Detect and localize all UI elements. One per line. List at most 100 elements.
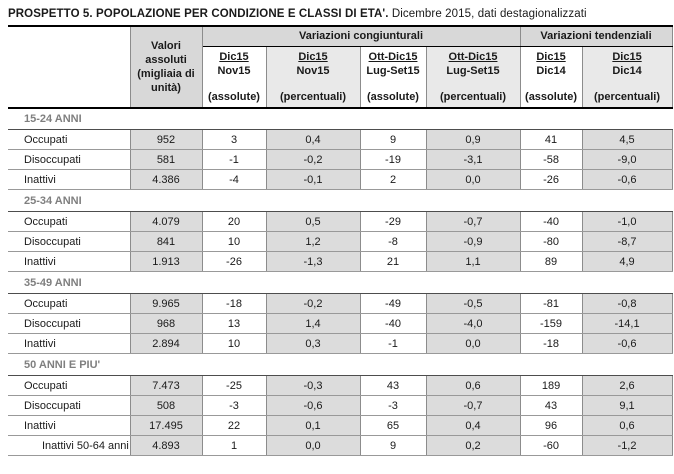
cell-value: 9,1: [582, 395, 673, 416]
table-row: Occupati 9.965 -18 -0,2 -49 -0,5 -81 -0,8: [8, 293, 673, 314]
cell-value: 0,2: [426, 435, 521, 456]
column-header-dic15-assolute: Dic15 Nov15 (assolute): [201, 46, 266, 109]
cell-value: 9: [360, 129, 427, 150]
cell-value: 89: [520, 251, 583, 272]
header-variazioni-tendenziali: Variazioni tendenziali: [519, 26, 673, 47]
table-row: Inattivi 4.386 -4 -0,1 2 0,0 -26 -0,6: [8, 169, 673, 190]
cell-value: -60: [520, 435, 583, 456]
cell-valori-assoluti: 508: [130, 395, 203, 416]
cell-value: -3: [202, 395, 267, 416]
section-header-row: 50 ANNI E PIU': [8, 353, 673, 376]
cell-value: -25: [202, 375, 267, 396]
table-row: Disoccupati 581 -1 -0,2 -19 -3,1 -58 -9,0: [8, 149, 673, 170]
cell-value: -0,2: [266, 149, 361, 170]
cell-value: 0,9: [426, 129, 521, 150]
column-header-dic15-percentuali: Dic15 Nov15 (percentuali): [265, 46, 360, 109]
cell-value: 1,2: [266, 231, 361, 252]
column-header-dic15-percentuali: Dic15 Dic14 (percentuali): [581, 46, 673, 109]
cell-valori-assoluti: 4.386: [130, 169, 203, 190]
period-numerator: Dic15: [612, 50, 642, 63]
section-header-row: 35-49 ANNI: [8, 271, 673, 294]
table-row: Occupati 952 3 0,4 9 0,9 41 4,5: [8, 129, 673, 150]
corner-cell: [8, 26, 131, 109]
cell-value: -8: [360, 231, 427, 252]
cell-value: -40: [360, 313, 427, 334]
cell-value: 43: [360, 375, 427, 396]
cell-value: -81: [520, 293, 583, 314]
row-label: Occupati: [8, 293, 131, 314]
header-variazioni-congiunturali: Variazioni congiunturali: [201, 26, 521, 47]
row-label: Disoccupati: [8, 231, 131, 252]
cell-valori-assoluti: 4.893: [130, 435, 203, 456]
row-label: Inattivi: [8, 169, 131, 190]
table-row: Inattivi 50-64 anni 4.893 1 0,0 9 0,2 -60 -1,2: [8, 435, 673, 456]
period-denominator: Dic14: [612, 64, 642, 77]
cell-value: 4,9: [582, 251, 673, 272]
column-header-dic15-assolute: Dic15 Dic14 (assolute): [519, 46, 583, 109]
title-main: PROSPETTO 5. POPOLAZIONE PER CONDIZIONE …: [8, 8, 389, 20]
section-header-label: 35-49 ANNI: [8, 271, 673, 294]
cell-value: -0,3: [266, 375, 361, 396]
table-header: Valori assoluti (migliaia di unità) Vari…: [8, 26, 673, 109]
valori-assoluti-header: Valori assoluti (migliaia di unità): [130, 26, 203, 109]
cell-value: 96: [520, 415, 583, 436]
cell-value: 65: [360, 415, 427, 436]
cell-value: -26: [520, 169, 583, 190]
document-page: PROSPETTO 5. POPOLAZIONE PER CONDIZIONE …: [8, 8, 673, 456]
row-label: Disoccupati: [8, 149, 131, 170]
cell-valori-assoluti: 7.473: [130, 375, 203, 396]
table-row: Disoccupati 508 -3 -0,6 -3 -0,7 43 9,1: [8, 395, 673, 416]
cell-value: 41: [520, 129, 583, 150]
table-body: 15-24 ANNI Occupati 952 3 0,4 9 0,9 41 4,5 Disocc…: [8, 107, 673, 456]
cell-valori-assoluti: 17.495: [130, 415, 203, 436]
cell-value: -0,6: [582, 169, 673, 190]
table-row: Occupati 7.473 -25 -0,3 43 0,6 189 2,6: [8, 375, 673, 396]
cell-value: -14,1: [582, 313, 673, 334]
table-row: Inattivi 17.495 22 0,1 65 0,4 96 0,6: [8, 415, 673, 436]
row-label: Occupati: [8, 129, 131, 150]
cell-valori-assoluti: 968: [130, 313, 203, 334]
cell-value: 1: [202, 435, 267, 456]
column-header-ott-dic15-percentuali: Ott-Dic15 Lug-Set15 (percentuali): [425, 46, 521, 109]
cell-value: -0,1: [266, 169, 361, 190]
cell-value: 9: [360, 435, 427, 456]
table-row: Disoccupati 968 13 1,4 -40 -4,0 -159 -14,1: [8, 313, 673, 334]
period-numerator: Ott-Dic15: [448, 50, 498, 63]
period-numerator: Dic15: [298, 50, 328, 63]
row-label: Occupati: [8, 211, 131, 232]
cell-value: -19: [360, 149, 427, 170]
cell-value: -0,7: [426, 395, 521, 416]
cell-value: -58: [520, 149, 583, 170]
section-header-row: 25-34 ANNI: [8, 189, 673, 212]
cell-value: -26: [202, 251, 267, 272]
cell-value: 0,0: [426, 169, 521, 190]
cell-value: -0,6: [266, 395, 361, 416]
cell-valori-assoluti: 952: [130, 129, 203, 150]
cell-value: 13: [202, 313, 267, 334]
header-group-row: Valori assoluti (migliaia di unità) Vari…: [8, 26, 673, 109]
unit-label: (assolute): [208, 90, 260, 103]
unit-label: (assolute): [367, 90, 419, 103]
cell-value: 2,6: [582, 375, 673, 396]
unit-label: (assolute): [525, 90, 577, 103]
period-denominator: Lug-Set15: [446, 64, 500, 77]
cell-value: 10: [202, 231, 267, 252]
cell-value: 0,6: [426, 375, 521, 396]
cell-value: -3,1: [426, 149, 521, 170]
cell-value: -0,8: [582, 293, 673, 314]
cell-value: 43: [520, 395, 583, 416]
cell-value: 2: [360, 169, 427, 190]
cell-value: 0,3: [266, 333, 361, 354]
cell-value: -0,7: [426, 211, 521, 232]
period-denominator: Nov15: [296, 64, 330, 77]
cell-value: -1: [202, 149, 267, 170]
cell-value: -18: [202, 293, 267, 314]
cell-value: -1,2: [582, 435, 673, 456]
title-subtitle: Dicembre 2015, dati destagionalizzati: [391, 8, 587, 20]
cell-value: -3: [360, 395, 427, 416]
cell-value: -0,6: [582, 333, 673, 354]
cell-value: -1,0: [582, 211, 673, 232]
section-header-label: 15-24 ANNI: [8, 107, 673, 130]
cell-value: 1,1: [426, 251, 521, 272]
unit-label: (percentuali): [594, 90, 661, 103]
